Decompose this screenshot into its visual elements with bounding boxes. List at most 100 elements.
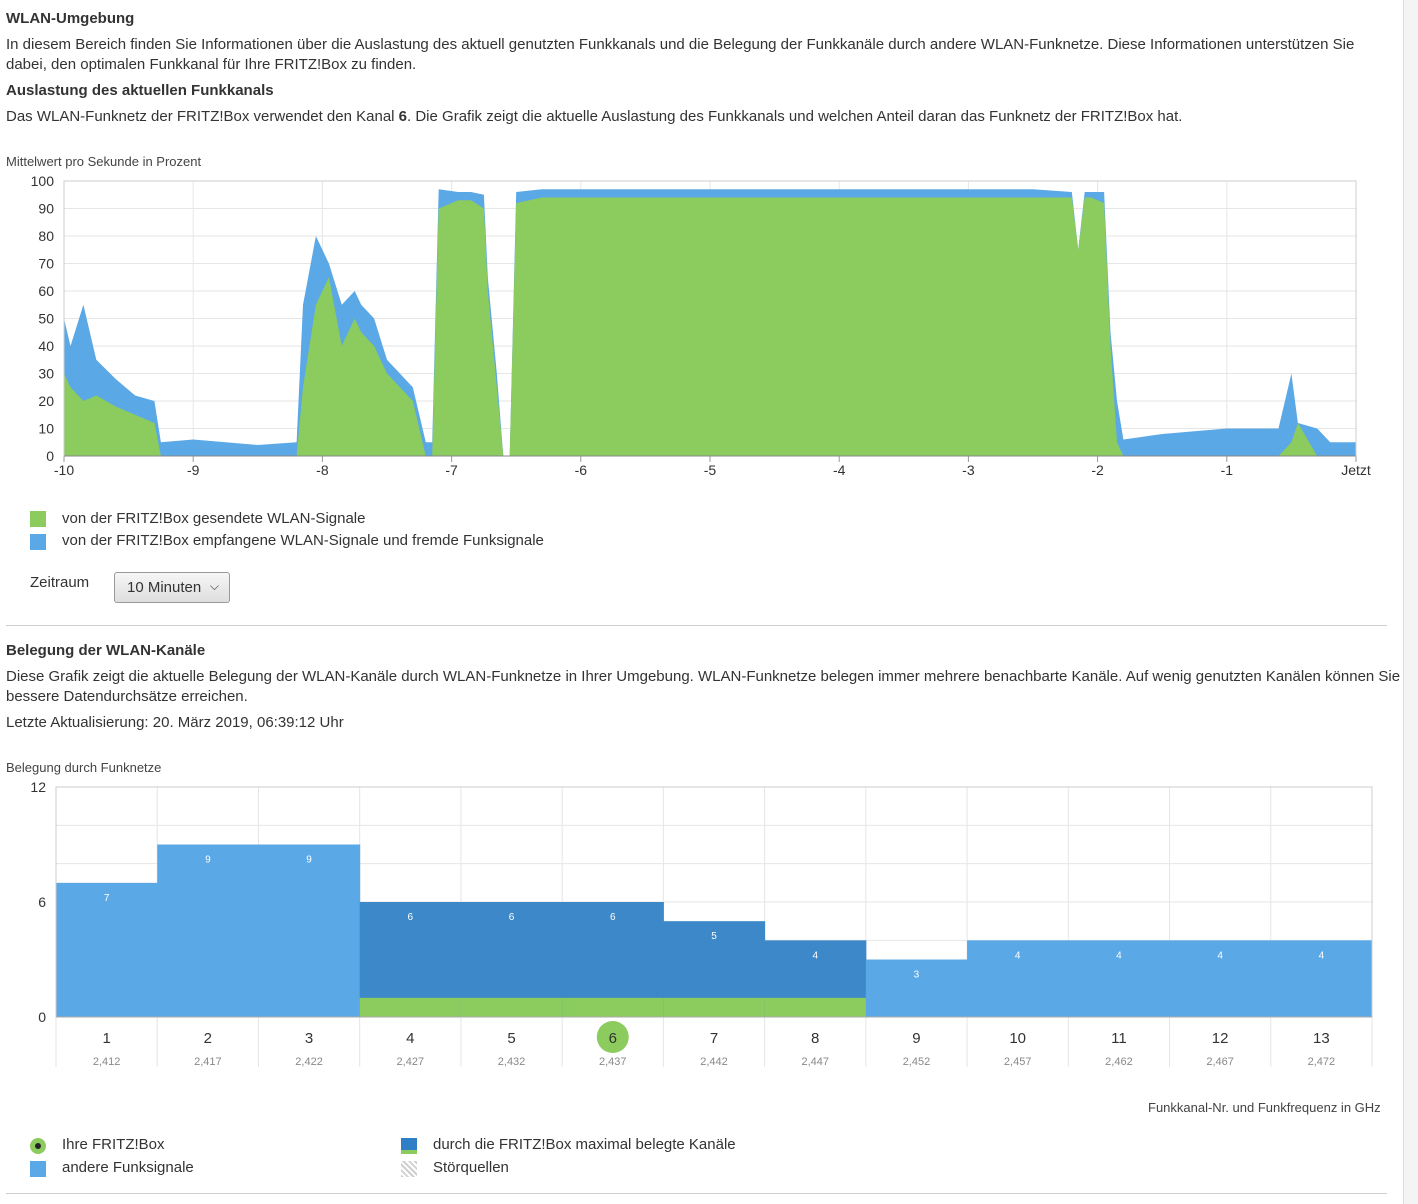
y-tick-label: 60	[38, 283, 54, 299]
bar-channel-5	[460, 902, 563, 1017]
x-tick-label: -10	[54, 462, 74, 478]
y-tick-label: 50	[38, 311, 54, 327]
channel-number-label: 9	[912, 1030, 920, 1047]
belegung-intro-text: Diese Grafik zeigt die aktuelle Belegung…	[6, 667, 1401, 707]
legend-sent-label: von der FRITZ!Box gesendete WLAN-Signale	[62, 510, 366, 527]
channel-frequency-label: 2,457	[1004, 1056, 1032, 1068]
bar-value-label: 4	[1015, 950, 1021, 961]
own-signal-bar	[663, 997, 766, 1017]
own-channel-marker	[596, 1021, 629, 1053]
occupancy-chart-caption: Belegung durch Funknetze	[6, 760, 162, 775]
channel-number-label: 12	[1212, 1030, 1229, 1047]
bar-value-label: 9	[306, 855, 312, 866]
y-tick-label: 12	[30, 779, 46, 795]
x-tick-label: -2	[1091, 462, 1104, 478]
legend-received-label: von der FRITZ!Box empfangene WLAN-Signal…	[62, 532, 544, 549]
y-tick-label: 0	[38, 1009, 46, 1025]
y-tick-label: 90	[38, 201, 54, 217]
x-tick-label: -7	[445, 462, 458, 478]
channel-description: Das WLAN-Funknetz der FRITZ!Box verwende…	[6, 107, 1182, 127]
channel-number-label: 3	[305, 1030, 313, 1047]
channel-load-chart: 0 10 20 30 40 50 60 70 80 90 100 -10 -9 -8 -7 -6 -5 -4 -3 -…	[31, 173, 1371, 478]
channel-occupancy-chart: 0 6 12 7 9 9 6 6 6 5 4 3 4 4 4 4 1 2,412 2 2,417 3 2,422 4 2,42…	[30, 779, 1373, 1068]
channel-frequency-label: 2,467	[1206, 1056, 1234, 1068]
channel-number-label: 10	[1009, 1030, 1026, 1047]
y-tick-label: 10	[38, 421, 54, 437]
x-tick-label: -8	[316, 462, 329, 478]
y-tick-label: 80	[38, 228, 54, 244]
channel-frequency-label: 2,422	[295, 1056, 323, 1068]
intro-text: In diesem Bereich finden Sie Information…	[6, 35, 1401, 75]
x-tick-label: -5	[704, 462, 717, 478]
own-signal-bar	[562, 997, 664, 1017]
load-chart-caption: Mittelwert pro Sekunde in Prozent	[6, 154, 202, 169]
channel-frequency-label: 2,427	[397, 1056, 425, 1068]
bar-channel-6	[562, 902, 664, 1017]
belegung-intro-line-1: Diese Grafik zeigt die aktuelle Belegung…	[6, 668, 1401, 685]
bar-value-label: 4	[1217, 950, 1223, 961]
channel-number-label: 6	[609, 1030, 617, 1047]
legend-sent-swatch	[30, 511, 46, 527]
legend-noise-swatch	[401, 1161, 417, 1177]
bar-value-label: 9	[205, 855, 211, 866]
y-tick-label: 20	[38, 393, 54, 409]
y-tick-label: 70	[38, 256, 54, 272]
series-sent-area	[64, 197, 1356, 456]
y-tick-label: 6	[38, 894, 46, 910]
bar-channel-2	[157, 844, 259, 1017]
channel-frequency-label: 2,417	[194, 1056, 222, 1068]
channel-frequency-label: 2,437	[599, 1056, 627, 1068]
own-signal-bar	[359, 997, 462, 1017]
y-tick-label: 30	[38, 366, 54, 382]
subtitle-auslastung: Auslastung des aktuellen Funkkanals	[6, 82, 274, 99]
divider	[6, 625, 1387, 626]
bar-value-label: 6	[610, 912, 616, 923]
y-tick-label: 100	[31, 173, 55, 189]
legend-noise-label: Störquellen	[433, 1159, 509, 1176]
channel-number-label: 8	[811, 1030, 819, 1047]
own-signal-bar	[460, 997, 563, 1017]
channel-number-label: 5	[507, 1030, 515, 1047]
channel-number-label: 13	[1313, 1030, 1330, 1047]
y-tick-label: 40	[38, 338, 54, 354]
scrollbar[interactable]	[1403, 0, 1418, 1204]
legend-max-swatch	[401, 1138, 417, 1154]
channel-number-label: 4	[406, 1030, 414, 1047]
x-tick-label: -1	[1221, 462, 1234, 478]
bar-value-label: 4	[1319, 950, 1325, 961]
legend-own-label: Ihre FRITZ!Box	[62, 1136, 165, 1153]
section-title-belegung: Belegung der WLAN-Kanäle	[6, 642, 206, 659]
bar-channel-4	[359, 902, 462, 1017]
legend-own-fritzbox-icon	[30, 1138, 46, 1154]
axis-caption: Funkkanal-Nr. und Funkfrequenz in GHz	[1148, 1100, 1381, 1115]
channel-frequency-label: 2,452	[903, 1056, 931, 1068]
channel-frequency-label: 2,447	[801, 1056, 829, 1068]
legend-other-swatch	[30, 1161, 46, 1177]
bar-channel-1	[56, 882, 158, 1017]
zeitraum-label: Zeitraum	[30, 574, 90, 591]
legend-other-label: andere Funksignale	[62, 1159, 194, 1176]
zeitraum-select[interactable]: 10 Minuten ⌵	[114, 572, 230, 603]
channel-text-before: Das WLAN-Funknetz der FRITZ!Box verwende…	[6, 108, 399, 125]
x-tick-label: Jetzt	[1341, 462, 1371, 478]
intro-line-1: In diesem Bereich finden Sie Information…	[6, 36, 1355, 53]
channel-number-label: 7	[710, 1030, 718, 1047]
bar-channel-9	[865, 959, 968, 1017]
channel-number-label: 2	[204, 1030, 212, 1047]
legend-received-swatch	[30, 534, 46, 550]
y-tick-label: 0	[46, 448, 54, 464]
zeitraum-value: 10 Minuten	[127, 579, 202, 596]
bar-value-label: 4	[812, 950, 818, 961]
bar-channel-13	[1270, 940, 1373, 1017]
bar-value-label: 7	[104, 893, 110, 904]
channel-number-label: 1	[102, 1030, 110, 1047]
belegung-intro-line-2: bessere Datendurchsätze erreichen.	[6, 688, 248, 705]
bar-channel-11	[1068, 940, 1171, 1017]
section-title-wlan-umgebung: WLAN-Umgebung	[6, 10, 135, 27]
x-tick-label: -6	[575, 462, 588, 478]
channel-number-label: 11	[1111, 1030, 1127, 1047]
bar-channel-3	[258, 844, 361, 1017]
bar-value-label: 3	[914, 970, 920, 981]
channel-text-after: . Die Grafik zeigt die aktuelle Auslastu…	[407, 108, 1183, 125]
bar-value-label: 4	[1116, 950, 1122, 961]
